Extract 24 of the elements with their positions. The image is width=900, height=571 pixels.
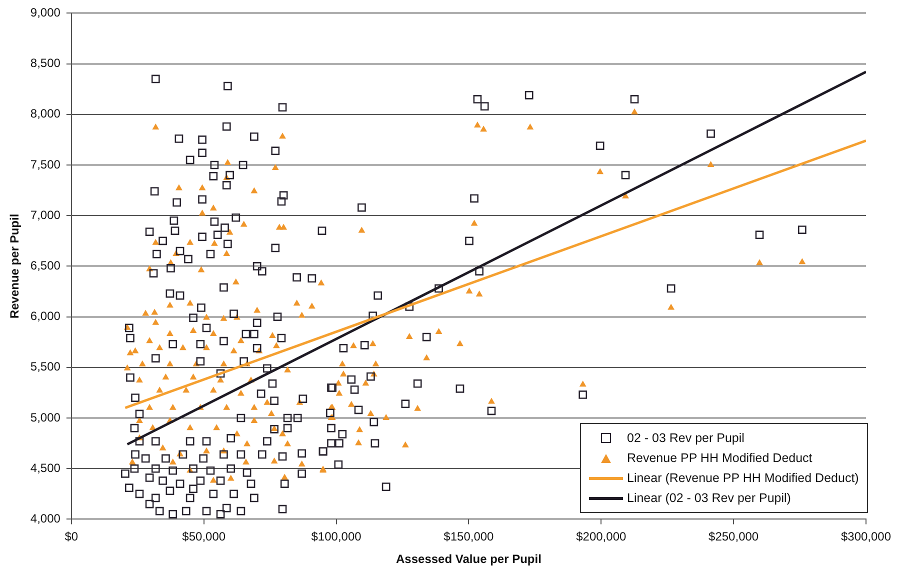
y-tick-label: 7,500: [30, 157, 61, 172]
y-tick-label: 6,500: [30, 258, 61, 273]
y-tick-label: 4,500: [30, 460, 61, 475]
x-axis-title: Assessed Value per Pupil: [396, 552, 542, 566]
y-tick-label: 8,000: [30, 106, 61, 121]
legend-label: Linear (Revenue PP HH Modified Deduct): [627, 471, 859, 486]
y-tick-label: 5,000: [30, 410, 61, 424]
x-tick-label: $100,000: [311, 530, 362, 544]
y-tick-label: 8,500: [30, 56, 61, 70]
y-tick-label: 6,000: [30, 309, 61, 324]
legend-label: Revenue PP HH Modified Deduct: [627, 451, 812, 466]
x-tick-label: $150,000: [444, 530, 494, 544]
x-tick-label: $0: [64, 530, 78, 544]
legend-label: 02 - 03 Rev per Pupil: [627, 431, 744, 446]
x-tick-label: $300,000: [840, 530, 892, 544]
legend-label: Linear (02 - 03 Rev per Pupil): [627, 491, 791, 506]
x-tick-label: $50,000: [182, 530, 226, 544]
y-tick-label: 9,000: [30, 6, 61, 20]
y-tick-label: 7,000: [30, 208, 61, 222]
y-tick-label: 4,000: [30, 512, 61, 526]
y-tick-label: 5,500: [30, 360, 61, 374]
y-axis-title: Revenue per Pupil: [8, 214, 22, 319]
x-tick-label: $200,000: [576, 530, 626, 544]
x-tick-label: $250,000: [708, 530, 759, 544]
